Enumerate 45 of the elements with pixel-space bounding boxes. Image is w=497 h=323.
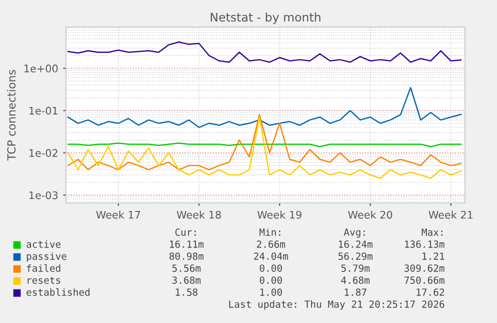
legend-label: active [26,240,61,248]
legend-label: passive [26,252,66,262]
line-series [67,41,462,63]
text: 3.68m [172,276,201,284]
x-tick-label: Week 17 [96,210,140,219]
line-series [67,86,462,128]
legend-label: resets [28,276,60,284]
text: 5.79m [341,264,370,272]
text: 24.04m [254,252,288,260]
text: Min: [260,228,280,236]
x-tick-label: Week 20 [348,210,392,219]
x-tick-label: Week 19 [257,210,302,219]
text: 2.66m [256,240,286,248]
x-tick-label: Week 21 [428,210,472,219]
text: 16.24m [338,240,372,248]
y-tick-label: 1e-01 [29,106,58,115]
text: 16.11m [170,240,204,248]
text: 17.62 [416,288,444,296]
text: Last update: Thu May 21 20:25:17 2026 [229,300,444,310]
text: 1.00 [260,288,282,296]
y-tick-label: 1e-03 [29,191,58,200]
text: 4.68m [341,276,370,284]
y-tick-label: 1e-02 [29,149,58,157]
line-series [67,116,462,179]
y-axis-title: TCP connections [7,70,16,161]
text: 0.00 [260,276,282,284]
text: 5.56m [172,264,201,272]
legend-label: established [26,288,90,296]
y-tick-label: 1e+00 [24,64,58,72]
text: 750.66m [404,276,444,284]
text: Cur: [175,228,196,236]
text: 309.62m [404,264,444,272]
line-series [67,114,462,170]
text: Max: [422,228,442,236]
text: 56.29m [338,252,372,260]
text: Avg: [344,228,365,238]
chart-title: Netstat - by month [210,12,320,24]
text: 136.13m [405,240,444,248]
text: 80.98m [169,252,204,260]
x-tick-label: Week 18 [176,210,221,219]
text: 1.87 [344,288,366,296]
legend-label: failed [26,264,60,272]
text: 1.58 [176,288,198,296]
text: 1.21 [422,252,444,260]
text: 0.00 [260,264,282,272]
